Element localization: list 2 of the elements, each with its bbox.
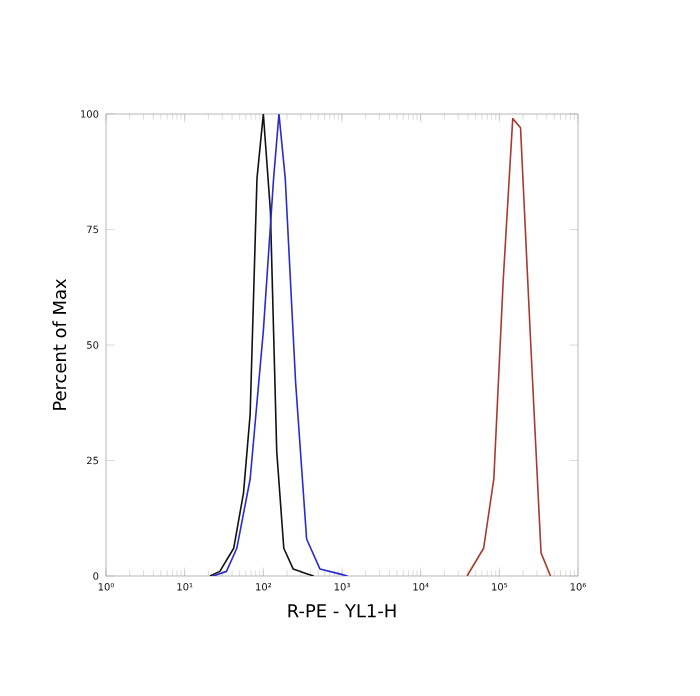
y-axis-title: Percent of Max — [52, 278, 67, 410]
x-axis-title: R-PE - YL1-H — [288, 604, 396, 618]
